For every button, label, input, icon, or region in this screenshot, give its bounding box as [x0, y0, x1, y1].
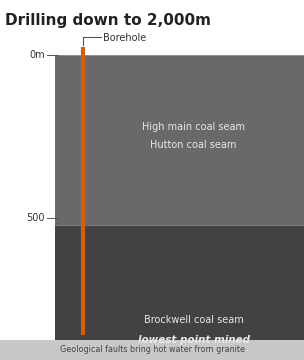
- Text: 500: 500: [26, 213, 45, 223]
- Text: High main coal seam: High main coal seam: [142, 122, 245, 132]
- Text: Brockwell coal seam: Brockwell coal seam: [143, 315, 244, 325]
- Text: Drilling down to 2,000m: Drilling down to 2,000m: [5, 13, 211, 28]
- Text: Hutton coal seam: Hutton coal seam: [150, 140, 237, 150]
- Bar: [55, 225, 304, 360]
- Text: Geological faults bring hot water from granite: Geological faults bring hot water from g…: [60, 346, 244, 355]
- Text: lowest point mined: lowest point mined: [137, 335, 250, 345]
- Bar: [0, 340, 304, 360]
- Text: 0m: 0m: [29, 50, 45, 60]
- Text: Borehole: Borehole: [103, 33, 146, 43]
- Bar: [55, 55, 304, 225]
